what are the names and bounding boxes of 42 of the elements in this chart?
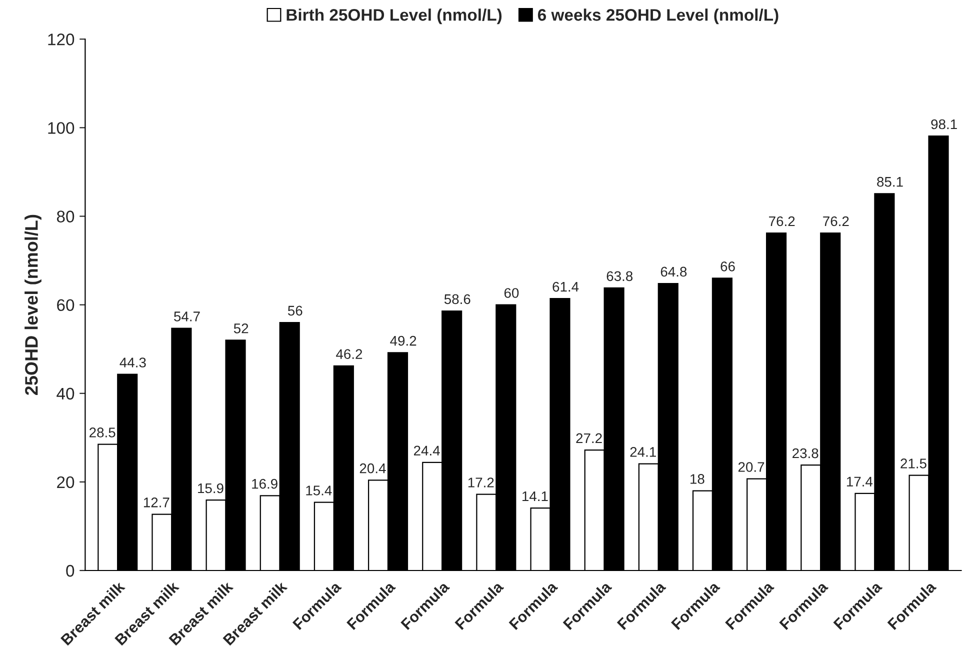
legend-label: 6 weeks 25OHD Level (nmol/L) [538, 8, 778, 24]
data-label: 24.1 [630, 447, 656, 457]
data-label: 27.2 [576, 433, 602, 444]
y-tick-label: 80 [56, 210, 74, 222]
data-label: 49.2 [390, 336, 416, 346]
data-label: 66 [720, 261, 735, 272]
data-label: 15.9 [198, 483, 224, 494]
y-tick-label: 120 [48, 34, 74, 46]
data-label: 12.7 [144, 498, 170, 508]
data-label: 15.4 [306, 486, 332, 496]
y-axis-title: 25OHD level (nmol/L) [24, 214, 42, 395]
data-label: 76.2 [769, 216, 795, 226]
data-label: 16.9 [252, 478, 278, 489]
data-label: 56 [288, 306, 302, 316]
data-label: 85.1 [877, 176, 903, 187]
data-label: 64.8 [660, 266, 687, 277]
data-label: 46.2 [336, 349, 362, 360]
y-tick-label: 0 [66, 564, 74, 577]
data-label: 17.2 [468, 478, 494, 488]
data-label: 14.1 [522, 491, 548, 502]
data-label: 98.1 [931, 119, 957, 130]
data-label: 18 [690, 474, 704, 484]
data-label: 58.6 [444, 294, 470, 304]
data-label: 23.8 [792, 448, 818, 458]
data-label: 60 [504, 288, 519, 298]
y-tick-label: 60 [57, 299, 74, 312]
y-tick-label: 100 [48, 122, 74, 134]
data-label: 44.3 [120, 358, 146, 368]
data-label: 63.8 [606, 271, 633, 282]
legend-label: Birth 25OHD Level (nmol/L) [286, 8, 502, 24]
data-label: 20.4 [360, 463, 386, 474]
data-label: 54.7 [174, 312, 200, 322]
data-label: 52 [234, 323, 248, 334]
y-tick-label: 20 [57, 476, 74, 488]
data-label: 17.4 [846, 476, 873, 486]
data-label: 21.5 [900, 458, 926, 468]
data-label: 24.4 [414, 446, 440, 456]
data-label: 61.4 [552, 282, 579, 292]
y-tick-label: 40 [56, 388, 74, 400]
data-label: 76.2 [823, 216, 849, 226]
data-label: 28.5 [90, 428, 116, 438]
data-label: 20.7 [738, 462, 764, 472]
